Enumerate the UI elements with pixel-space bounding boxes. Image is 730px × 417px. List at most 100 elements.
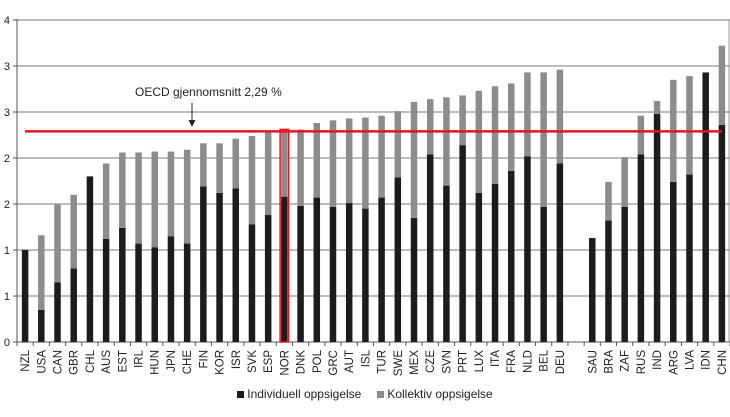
bar-collective-BEL [540, 72, 547, 207]
x-tick-label: ARG [668, 350, 680, 375]
x-tick-label: ITA [490, 350, 502, 367]
x-tick-label: AUS [101, 350, 113, 374]
legend-swatch-collective [377, 390, 385, 398]
x-tick-label: DNK [296, 350, 308, 375]
x-tick-label: NZL [20, 349, 32, 371]
x-tick-label: AUT [344, 350, 356, 373]
x-tick-label: PRT [458, 350, 470, 373]
bar-individual-DNK [297, 205, 304, 342]
bar-collective-NLD [524, 72, 531, 157]
x-tick-label: HUN [150, 350, 162, 375]
x-tick-label: USA [36, 350, 48, 374]
x-tick-label: SWE [393, 350, 405, 377]
bar-collective-ESP [264, 132, 272, 216]
x-tick-label: GBR [69, 350, 81, 375]
bar-collective-CZE [426, 99, 434, 155]
bar-collective-MEX [410, 101, 418, 218]
bar-individual-LUX [475, 192, 483, 342]
bar-collective-ISR [232, 138, 240, 189]
bar-individual-NZL [21, 250, 29, 342]
bar-individual-CHN [718, 124, 726, 342]
bar-collective-ITA [491, 86, 499, 184]
bar-collective-FIN [200, 143, 207, 187]
reference-line-label: OECD gjennomsnitt 2,29 % [135, 85, 282, 99]
x-tick-label: CAN [53, 350, 65, 374]
x-tick-label: NLD [522, 350, 534, 373]
bar-collective-JPN [167, 151, 175, 237]
bar-individual-ARG [670, 181, 677, 342]
bar-collective-BRA [605, 181, 612, 221]
bar-collective-EST [119, 152, 126, 228]
bar-collective-AUT [345, 118, 353, 204]
bar-individual-PRT [459, 145, 466, 342]
y-tick-label: 1 [4, 245, 10, 257]
bar-collective-IRL [135, 152, 142, 244]
legend-item-collective: Kollektiv oppsigelse [377, 387, 493, 401]
bar-collective-CAN [54, 204, 61, 283]
highlight-outline-NOR [279, 128, 290, 343]
bar-individual-JPN [167, 236, 175, 342]
bar-individual-SVK [248, 224, 256, 342]
bar-collective-GBR [70, 194, 77, 269]
x-tick-label: IND [652, 350, 664, 370]
bar-individual-CHE [183, 243, 191, 342]
bar-collective-IND [653, 100, 661, 114]
bar-individual-EST [119, 227, 126, 342]
bar-individual-FRA [507, 170, 515, 342]
x-tick-label: LUX [474, 350, 486, 373]
x-tick-label: NOR [279, 350, 291, 376]
y-tick-label: 2 [4, 199, 10, 211]
bar-individual-SWE [394, 177, 402, 342]
x-tick-label: SVN [441, 350, 453, 374]
bar-individual-FIN [200, 186, 207, 342]
annotation-arrow-head-icon [188, 120, 196, 127]
x-tick-label: CHN [717, 350, 729, 375]
x-tick-label: IDN [701, 350, 713, 370]
bar-individual-NLD [524, 156, 531, 342]
bar-individual-BRA [605, 220, 612, 342]
bar-individual-BEL [540, 206, 547, 342]
bar-individual-IRL [135, 243, 142, 342]
bar-individual-AUS [102, 238, 110, 342]
bar-collective-TUR [378, 115, 385, 198]
bar-individual-ESP [264, 215, 272, 342]
bar-individual-AUT [345, 203, 353, 342]
bar-individual-RUS [637, 154, 645, 342]
bar-individual-DEU [556, 163, 564, 342]
bar-individual-ITA [491, 183, 499, 342]
x-tick-label: GRC [328, 350, 340, 376]
bar-individual-GRC [329, 206, 337, 342]
x-tick-label: EST [117, 350, 129, 372]
bar-individual-GBR [70, 268, 77, 342]
bar-individual-KOR [216, 192, 223, 342]
bar-individual-ISR [232, 188, 240, 342]
bar-individual-HUN [151, 247, 158, 342]
bar-individual-CHL [86, 176, 94, 342]
bar-collective-CHN [718, 45, 726, 125]
bar-collective-SWE [394, 111, 402, 178]
x-tick-label: TUR [377, 350, 389, 374]
bar-individual-POL [313, 197, 321, 342]
bar-individual-LVA [686, 174, 693, 342]
bar-collective-HUN [151, 151, 158, 248]
x-tick-label: ZAF [620, 350, 632, 372]
y-tick-label: 1 [4, 291, 10, 303]
x-tick-label: DEU [555, 350, 567, 374]
bar-individual-ISL [362, 208, 369, 342]
x-tick-label: KOR [215, 350, 227, 375]
bar-individual-ZAF [621, 206, 628, 342]
bar-collective-PRT [459, 95, 466, 146]
x-tick-label: SAU [587, 350, 599, 374]
bar-collective-DEU [556, 69, 564, 164]
bar-collective-USA [38, 235, 45, 310]
bar-individual-NOR [281, 196, 288, 342]
legend-item-individual: Individuell oppsigelse [237, 387, 361, 401]
bar-individual-USA [38, 309, 45, 342]
y-tick-label: 4 [4, 15, 10, 27]
bar-collective-LVA [686, 76, 693, 175]
x-tick-label: MEX [409, 350, 421, 375]
x-tick-label: FIN [198, 350, 210, 369]
legend: Individuell oppsigelse Kollektiv oppsige… [0, 387, 730, 401]
bar-collective-NOR [281, 130, 288, 197]
x-tick-label: LVA [684, 350, 696, 370]
